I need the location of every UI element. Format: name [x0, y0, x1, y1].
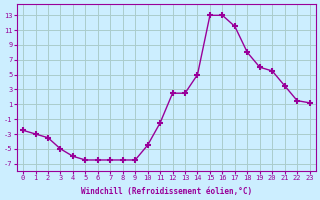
X-axis label: Windchill (Refroidissement éolien,°C): Windchill (Refroidissement éolien,°C) [81, 187, 252, 196]
